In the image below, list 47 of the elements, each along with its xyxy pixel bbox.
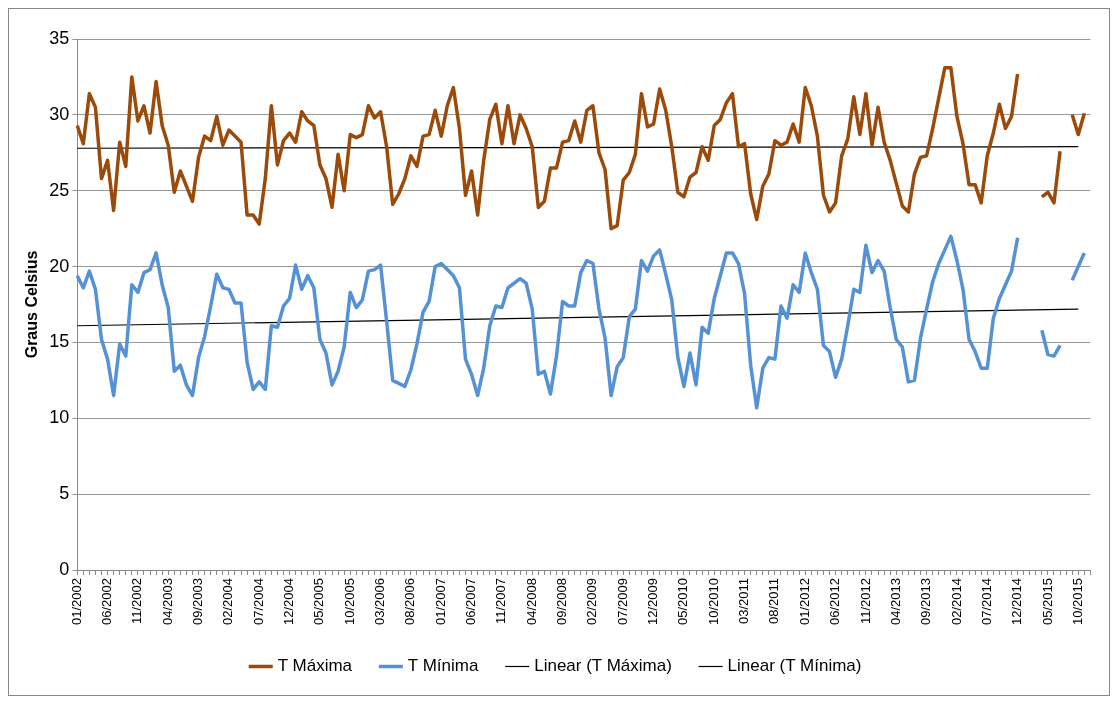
x-tick-label: 01/2012 (796, 578, 812, 626)
x-tick-label: 04/2003 (159, 578, 175, 626)
x-tick-label: 11/2007 (493, 578, 509, 625)
x-tick-label: 02/2009 (584, 578, 600, 626)
x-tick-label: 05/2005 (311, 578, 327, 626)
y-tick-label: 10 (49, 407, 70, 428)
y-axis-title: Graus Celsius (23, 250, 41, 359)
x-tick-label: 09/2013 (918, 578, 934, 626)
x-tick-label: 10/2005 (341, 578, 357, 626)
x-tick-label: 12/2009 (645, 578, 661, 626)
x-tick-label: 01/2007 (432, 578, 448, 626)
legend-label: Linear (T Mínima) (727, 656, 862, 676)
x-tick-label: 04/2013 (887, 578, 903, 626)
x-tick-label: 07/2009 (614, 578, 630, 626)
y-tick-label: 0 (59, 558, 70, 579)
y-tick-label: 35 (49, 27, 70, 48)
x-tick-label: 04/2008 (523, 578, 539, 626)
x-tick-label: 07/2004 (250, 578, 266, 626)
x-tick-label: 07/2014 (978, 578, 994, 626)
x-tick-label: 10/2010 (705, 578, 721, 626)
x-tick-label: 06/2007 (463, 578, 479, 626)
y-tick-label: 15 (49, 331, 70, 352)
x-tick-label: 09/2008 (554, 578, 570, 626)
legend-label: Linear (T Máxima) (534, 656, 672, 676)
x-tick-label: 08/2011 (766, 578, 782, 625)
legend-label: T Mínima (407, 656, 479, 676)
x-tick-label: 09/2003 (190, 578, 206, 626)
x-tick-label: 02/2014 (948, 578, 964, 626)
x-tick-label: 05/2015 (1039, 578, 1055, 626)
x-tick-label: 11/2012 (857, 578, 873, 625)
x-tick-label: 06/2012 (827, 578, 843, 626)
x-tick-label: 01/2002 (68, 578, 84, 626)
y-tick-label: 20 (49, 255, 70, 276)
x-tick-label: 11/2002 (129, 578, 145, 625)
y-tick-label: 5 (59, 483, 70, 504)
x-tick-label: 08/2006 (402, 578, 418, 626)
x-tick-label: 03/2006 (372, 578, 388, 626)
x-tick-label: 03/2011 (736, 578, 752, 625)
x-tick-label: 02/2004 (220, 578, 236, 626)
y-tick-label: 25 (49, 179, 70, 200)
legend-label: T Máxima (277, 656, 353, 676)
x-tick-label: 12/2004 (281, 578, 297, 626)
x-tick-label: 05/2010 (675, 578, 691, 626)
y-tick-label: 30 (49, 103, 70, 124)
x-tick-label: 10/2015 (1069, 578, 1085, 626)
x-tick-label: 12/2014 (1009, 578, 1025, 626)
x-tick-label: 06/2002 (99, 578, 115, 626)
